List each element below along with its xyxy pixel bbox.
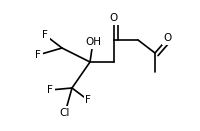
- Text: Cl: Cl: [60, 108, 70, 118]
- Text: OH: OH: [85, 37, 101, 47]
- Text: O: O: [164, 33, 172, 43]
- Text: F: F: [42, 30, 48, 40]
- Text: F: F: [85, 95, 91, 105]
- Text: O: O: [110, 13, 118, 23]
- Text: F: F: [35, 50, 41, 60]
- Text: F: F: [47, 85, 53, 95]
